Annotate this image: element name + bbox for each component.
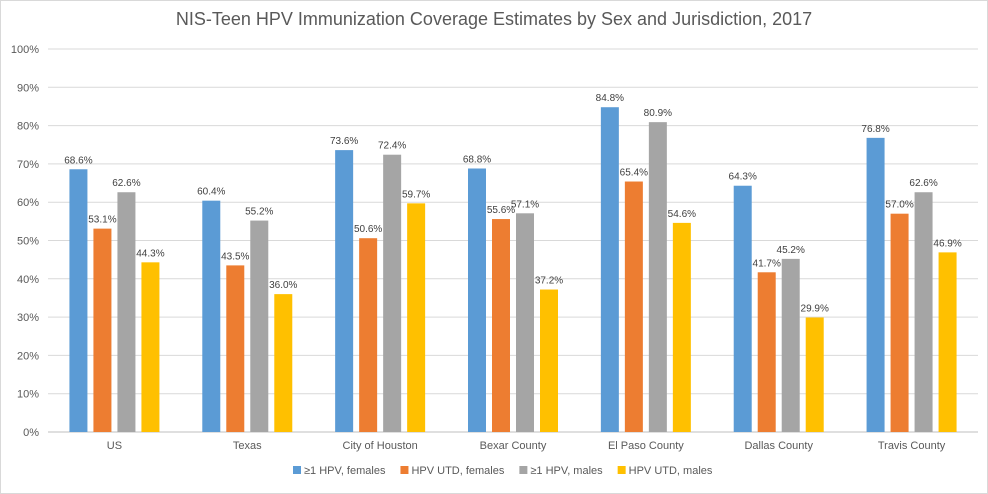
data-label: 54.6% bbox=[668, 209, 696, 220]
bar bbox=[648, 122, 667, 432]
data-label: 73.6% bbox=[330, 136, 358, 147]
data-label: 62.6% bbox=[909, 178, 937, 189]
y-tick-label: 100% bbox=[11, 44, 39, 56]
data-label: 72.4% bbox=[378, 141, 406, 152]
data-label: 57.0% bbox=[885, 200, 913, 211]
data-label: 55.2% bbox=[245, 207, 273, 218]
x-tick-label: Travis County bbox=[878, 440, 946, 452]
bar bbox=[938, 252, 957, 432]
data-label: 84.8% bbox=[596, 93, 624, 104]
data-labels: 68.6% 53.1% 62.6% 44.3% 60.4% 43.5% 55.2% 36.0%… bbox=[64, 93, 962, 314]
data-label: 80.9% bbox=[644, 108, 672, 119]
x-tick-label: Dallas County bbox=[744, 440, 813, 452]
legend-label: ≥1 HPV, females bbox=[304, 465, 386, 477]
bar bbox=[359, 238, 378, 432]
legend-swatch bbox=[293, 466, 301, 474]
y-tick-label: 10% bbox=[17, 389, 39, 401]
x-tick-label: El Paso County bbox=[608, 440, 684, 452]
bar bbox=[335, 150, 354, 432]
bar bbox=[93, 228, 112, 432]
y-tick-label: 90% bbox=[17, 82, 39, 94]
y-tick-label: 60% bbox=[17, 197, 39, 209]
y-tick-label: 20% bbox=[17, 350, 39, 362]
data-label: 43.5% bbox=[221, 251, 249, 262]
y-tick-label: 70% bbox=[17, 159, 39, 171]
bar bbox=[540, 289, 558, 432]
bar bbox=[733, 185, 752, 432]
legend-label: HPV UTD, males bbox=[629, 465, 713, 477]
data-label: 68.6% bbox=[64, 155, 92, 166]
bar bbox=[492, 219, 510, 432]
y-tick-label: 0% bbox=[23, 427, 39, 439]
bar bbox=[914, 192, 933, 432]
chart-title: NIS-Teen HPV Immunization Coverage Estim… bbox=[176, 9, 812, 29]
data-label: 50.6% bbox=[354, 224, 382, 235]
data-label: 45.2% bbox=[777, 245, 805, 256]
bar bbox=[781, 258, 800, 432]
data-label: 64.3% bbox=[729, 172, 757, 183]
bar bbox=[600, 107, 619, 432]
bar bbox=[468, 168, 486, 432]
y-axis-ticks: 0% 10% 20% 30% 40% 50% 60% 70% 80% 90% 100% bbox=[11, 44, 39, 439]
legend-swatch bbox=[400, 466, 409, 474]
bar bbox=[805, 317, 824, 432]
bar bbox=[866, 137, 885, 432]
bar bbox=[202, 200, 221, 432]
legend-swatch bbox=[519, 466, 528, 474]
y-tick-label: 40% bbox=[17, 274, 39, 286]
x-tick-label: US bbox=[107, 440, 122, 452]
bar bbox=[141, 262, 160, 432]
x-tick-label: Texas bbox=[233, 440, 262, 452]
y-tick-label: 50% bbox=[17, 236, 39, 248]
bar bbox=[890, 213, 909, 432]
data-label: 76.8% bbox=[861, 124, 889, 135]
legend-label: ≥1 HPV, males bbox=[530, 465, 603, 477]
y-tick-label: 80% bbox=[17, 121, 39, 133]
bar bbox=[407, 203, 426, 432]
bar bbox=[250, 220, 269, 432]
bar bbox=[672, 222, 691, 432]
legend-label: HPV UTD, females bbox=[411, 465, 504, 477]
gridlines bbox=[48, 48, 978, 433]
bar bbox=[624, 181, 643, 432]
data-label: 68.8% bbox=[463, 154, 491, 165]
bar bbox=[274, 294, 293, 432]
data-label: 60.4% bbox=[197, 187, 225, 198]
x-axis-ticks: US Texas City of Houston Bexar County El Pas… bbox=[107, 440, 946, 452]
data-label: 44.3% bbox=[136, 248, 164, 259]
legend-swatch bbox=[617, 466, 626, 474]
data-label: 29.9% bbox=[801, 303, 829, 314]
legend: ≥1 HPV, females HPV UTD, females ≥1 HPV, m… bbox=[293, 465, 713, 477]
data-label: 53.1% bbox=[88, 215, 116, 226]
data-label: 46.9% bbox=[933, 238, 961, 249]
y-tick-label: 30% bbox=[17, 312, 39, 324]
bar bbox=[117, 192, 136, 432]
bars bbox=[69, 107, 957, 432]
bar bbox=[516, 213, 534, 432]
data-label: 55.6% bbox=[487, 205, 515, 216]
data-label: 62.6% bbox=[112, 178, 140, 189]
data-label: 59.7% bbox=[402, 189, 430, 200]
data-label: 41.7% bbox=[753, 258, 781, 269]
data-label: 36.0% bbox=[269, 280, 297, 291]
bar bbox=[226, 265, 245, 432]
data-label: 37.2% bbox=[535, 276, 563, 287]
data-label: 65.4% bbox=[620, 168, 648, 179]
bar bbox=[383, 154, 402, 432]
x-tick-label: City of Houston bbox=[343, 440, 418, 452]
bar bbox=[69, 169, 88, 432]
data-label: 57.1% bbox=[511, 199, 539, 210]
bar bbox=[757, 272, 776, 432]
x-tick-label: Bexar County bbox=[480, 440, 547, 452]
